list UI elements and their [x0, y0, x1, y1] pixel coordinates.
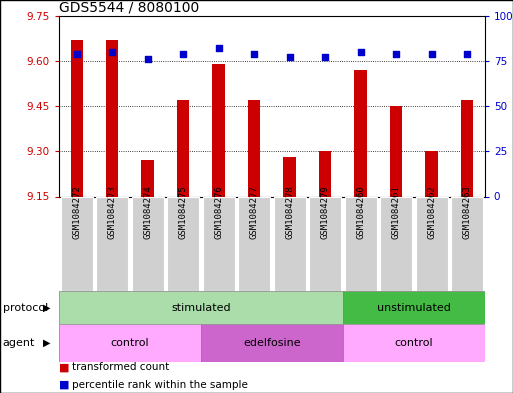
Bar — [201, 324, 343, 362]
Text: GSM1084274: GSM1084274 — [143, 185, 152, 239]
Text: ■: ■ — [59, 380, 69, 390]
Text: ▶: ▶ — [43, 338, 50, 348]
Point — [214, 45, 223, 51]
Text: GSM1084272: GSM1084272 — [72, 185, 81, 239]
Text: GSM1084277: GSM1084277 — [250, 185, 259, 239]
Bar — [132, 196, 164, 291]
Bar — [425, 151, 438, 196]
Text: GSM1084278: GSM1084278 — [285, 185, 294, 239]
Bar — [354, 70, 367, 196]
Bar — [203, 196, 234, 291]
Point — [286, 54, 294, 61]
Bar — [106, 40, 119, 197]
Text: edelfosine: edelfosine — [243, 338, 301, 348]
Text: percentile rank within the sample: percentile rank within the sample — [72, 380, 248, 390]
Text: stimulated: stimulated — [171, 303, 231, 312]
Point — [463, 51, 471, 57]
Text: control: control — [394, 338, 433, 348]
Text: ▶: ▶ — [43, 303, 50, 312]
Bar — [309, 196, 341, 291]
Bar — [177, 100, 189, 196]
Bar — [461, 100, 473, 196]
Bar — [343, 291, 485, 324]
Bar — [96, 196, 128, 291]
Text: GSM1084260: GSM1084260 — [356, 185, 365, 239]
Bar — [70, 40, 83, 197]
Point — [144, 56, 152, 62]
Point — [321, 54, 329, 61]
Point — [73, 51, 81, 57]
Bar — [142, 160, 154, 196]
Point — [392, 51, 400, 57]
Text: GSM1084273: GSM1084273 — [108, 185, 117, 239]
Point — [357, 49, 365, 55]
Text: agent: agent — [3, 338, 35, 348]
Point — [108, 49, 116, 55]
Bar — [59, 324, 201, 362]
Bar — [238, 196, 270, 291]
Text: GSM1084263: GSM1084263 — [463, 185, 471, 239]
Text: GSM1084279: GSM1084279 — [321, 185, 330, 239]
Point — [427, 51, 436, 57]
Point — [250, 51, 258, 57]
Text: control: control — [111, 338, 149, 348]
Bar — [248, 100, 261, 196]
Bar — [390, 106, 402, 196]
Text: GSM1084275: GSM1084275 — [179, 185, 188, 239]
Bar — [283, 157, 296, 196]
Bar — [61, 196, 93, 291]
Bar — [380, 196, 412, 291]
Text: transformed count: transformed count — [72, 362, 169, 373]
Text: GSM1084262: GSM1084262 — [427, 185, 436, 239]
Bar — [416, 196, 447, 291]
Text: GSM1084261: GSM1084261 — [391, 185, 401, 239]
Bar — [451, 196, 483, 291]
Text: GDS5544 / 8080100: GDS5544 / 8080100 — [59, 0, 199, 15]
Bar — [59, 291, 343, 324]
Bar — [167, 196, 199, 291]
Bar — [319, 151, 331, 196]
Bar — [345, 196, 377, 291]
Bar — [212, 64, 225, 196]
Point — [179, 51, 187, 57]
Text: protocol: protocol — [3, 303, 48, 312]
Text: unstimulated: unstimulated — [377, 303, 451, 312]
Text: GSM1084276: GSM1084276 — [214, 185, 223, 239]
Bar — [343, 324, 485, 362]
Bar — [273, 196, 306, 291]
Text: ■: ■ — [59, 362, 69, 373]
